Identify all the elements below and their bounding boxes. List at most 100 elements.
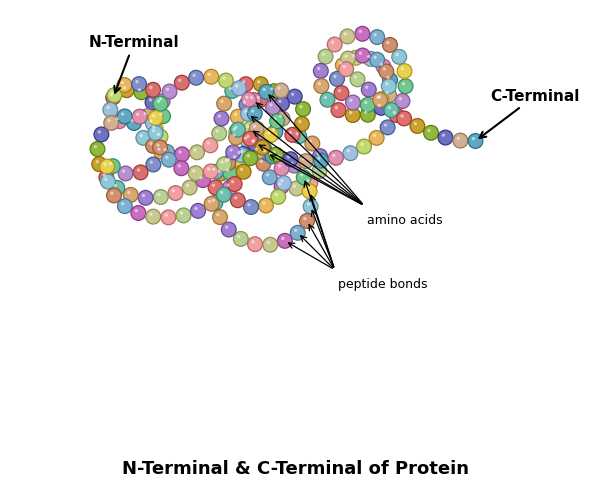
Circle shape xyxy=(308,140,312,142)
Circle shape xyxy=(278,182,281,186)
Circle shape xyxy=(234,113,238,116)
Circle shape xyxy=(94,127,109,142)
Circle shape xyxy=(188,166,203,180)
Circle shape xyxy=(248,237,262,252)
Circle shape xyxy=(246,92,261,108)
Circle shape xyxy=(472,137,475,140)
Circle shape xyxy=(107,188,121,203)
Circle shape xyxy=(289,181,304,196)
Circle shape xyxy=(347,149,350,152)
Circle shape xyxy=(364,110,367,114)
Circle shape xyxy=(274,118,277,120)
Circle shape xyxy=(305,136,320,151)
Circle shape xyxy=(278,234,292,248)
Circle shape xyxy=(203,138,218,152)
Circle shape xyxy=(148,122,163,136)
Circle shape xyxy=(103,162,107,166)
Circle shape xyxy=(302,157,305,160)
Circle shape xyxy=(247,106,262,121)
Circle shape xyxy=(355,48,370,63)
Circle shape xyxy=(131,206,146,220)
Circle shape xyxy=(378,95,381,98)
Circle shape xyxy=(152,129,155,132)
Circle shape xyxy=(110,192,113,194)
Circle shape xyxy=(255,132,270,147)
Circle shape xyxy=(386,41,389,44)
Circle shape xyxy=(331,102,346,118)
Circle shape xyxy=(118,198,132,214)
Circle shape xyxy=(338,89,341,92)
Circle shape xyxy=(287,155,290,158)
Circle shape xyxy=(313,148,328,164)
Circle shape xyxy=(339,62,353,76)
Circle shape xyxy=(214,111,229,126)
Circle shape xyxy=(388,106,391,110)
Text: C-Terminal: C-Terminal xyxy=(479,88,580,138)
Circle shape xyxy=(373,33,377,36)
Circle shape xyxy=(278,100,281,103)
Circle shape xyxy=(240,150,243,153)
Circle shape xyxy=(154,144,169,159)
Circle shape xyxy=(248,136,263,150)
Circle shape xyxy=(149,98,152,102)
Circle shape xyxy=(217,213,220,216)
Circle shape xyxy=(365,86,368,89)
Circle shape xyxy=(370,52,385,67)
Circle shape xyxy=(385,91,389,94)
Circle shape xyxy=(204,196,219,211)
Circle shape xyxy=(252,139,255,142)
Circle shape xyxy=(281,237,284,240)
Circle shape xyxy=(149,142,152,145)
Circle shape xyxy=(152,140,167,155)
Circle shape xyxy=(153,96,168,111)
Circle shape xyxy=(268,124,283,139)
Circle shape xyxy=(90,142,105,156)
Circle shape xyxy=(236,146,251,162)
Circle shape xyxy=(296,170,311,184)
Circle shape xyxy=(176,208,191,223)
Circle shape xyxy=(242,122,257,136)
Circle shape xyxy=(384,124,387,126)
Circle shape xyxy=(103,174,106,176)
Circle shape xyxy=(233,155,236,158)
Circle shape xyxy=(294,229,297,232)
Circle shape xyxy=(101,174,115,189)
Circle shape xyxy=(398,79,413,94)
Circle shape xyxy=(255,140,270,155)
Circle shape xyxy=(218,73,233,88)
Circle shape xyxy=(266,174,269,176)
Circle shape xyxy=(280,179,283,182)
Circle shape xyxy=(191,204,205,218)
Circle shape xyxy=(227,176,242,192)
Circle shape xyxy=(127,191,130,194)
Circle shape xyxy=(278,164,281,168)
Circle shape xyxy=(251,240,254,244)
Circle shape xyxy=(122,170,125,172)
Circle shape xyxy=(296,102,310,116)
Circle shape xyxy=(136,80,139,84)
Circle shape xyxy=(243,100,246,104)
Circle shape xyxy=(289,131,292,134)
Circle shape xyxy=(230,193,245,208)
Circle shape xyxy=(233,232,248,246)
Circle shape xyxy=(334,86,349,100)
Circle shape xyxy=(235,84,238,87)
Circle shape xyxy=(212,210,227,224)
Circle shape xyxy=(263,238,278,252)
Circle shape xyxy=(263,88,266,91)
Circle shape xyxy=(298,154,313,168)
Circle shape xyxy=(295,132,299,136)
Circle shape xyxy=(130,119,134,122)
Circle shape xyxy=(247,154,250,158)
Circle shape xyxy=(245,96,248,99)
Circle shape xyxy=(453,133,468,148)
Circle shape xyxy=(246,125,250,128)
Circle shape xyxy=(230,148,233,152)
Circle shape xyxy=(172,189,175,192)
Circle shape xyxy=(166,88,169,91)
Circle shape xyxy=(244,136,247,140)
Circle shape xyxy=(165,156,169,159)
Circle shape xyxy=(165,214,168,216)
Circle shape xyxy=(334,75,337,78)
Circle shape xyxy=(324,96,327,99)
